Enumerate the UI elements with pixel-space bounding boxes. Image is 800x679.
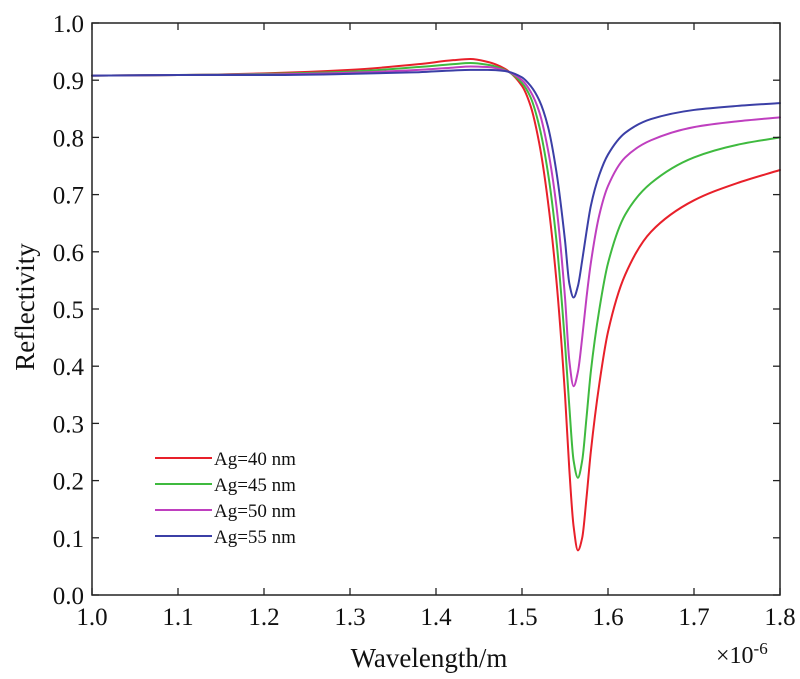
y-tick-label: 0.7 xyxy=(53,183,84,210)
y-axis-label: Reflectivity xyxy=(10,243,40,371)
legend-label-4: Ag=55 nm xyxy=(214,527,296,548)
x-tick-label: 1.8 xyxy=(764,604,795,631)
series-layer xyxy=(91,58,781,552)
x-tick-label: 1.4 xyxy=(420,604,452,631)
x-axis-multiplier: ×10-6 xyxy=(716,639,768,669)
y-tick-label: 0.1 xyxy=(53,526,84,553)
legend: Ag=40 nm Ag=45 nm Ag=50 nm Ag=55 nm xyxy=(155,449,296,548)
y-tick-label: 0.2 xyxy=(53,469,84,496)
x-axis-label: Wavelength/m xyxy=(351,643,508,673)
x-tick-label: 1.0 xyxy=(76,604,107,631)
series-line-1 xyxy=(91,58,781,552)
series-line-4 xyxy=(91,68,781,299)
legend-label-1: Ag=40 nm xyxy=(214,449,296,470)
y-tick-label: 0.0 xyxy=(53,583,84,610)
x-tick-label: 1.5 xyxy=(506,604,537,631)
x-tick-label: 1.2 xyxy=(248,604,279,631)
y-tick-label: 1.0 xyxy=(53,11,84,38)
y-tick-label: 0.9 xyxy=(53,68,84,95)
y-tick-label: 0.3 xyxy=(53,411,84,438)
y-tick-label: 0.6 xyxy=(53,240,84,267)
series-line-2 xyxy=(91,62,781,479)
legend-label-2: Ag=45 nm xyxy=(214,475,296,496)
x-tick-label: 1.7 xyxy=(678,604,709,631)
x-tick-label: 1.1 xyxy=(162,604,193,631)
y-tick-label: 0.5 xyxy=(53,297,84,324)
x-multiplier-exponent: -6 xyxy=(754,639,768,658)
legend-label-3: Ag=50 nm xyxy=(214,501,296,522)
x-tick-label: 1.3 xyxy=(334,604,365,631)
series-line-3 xyxy=(91,65,781,388)
y-tick-label: 0.8 xyxy=(53,125,84,152)
tick-layer: 1.0 1.1 1.2 1.3 1.4 1.5 1.6 1.7 1.8 0.0 0.1 0.2 0.3 0… xyxy=(53,11,796,631)
y-tick-label: 0.4 xyxy=(53,354,85,381)
x-multiplier-base: ×10 xyxy=(716,643,754,669)
x-tick-label: 1.6 xyxy=(592,604,623,631)
